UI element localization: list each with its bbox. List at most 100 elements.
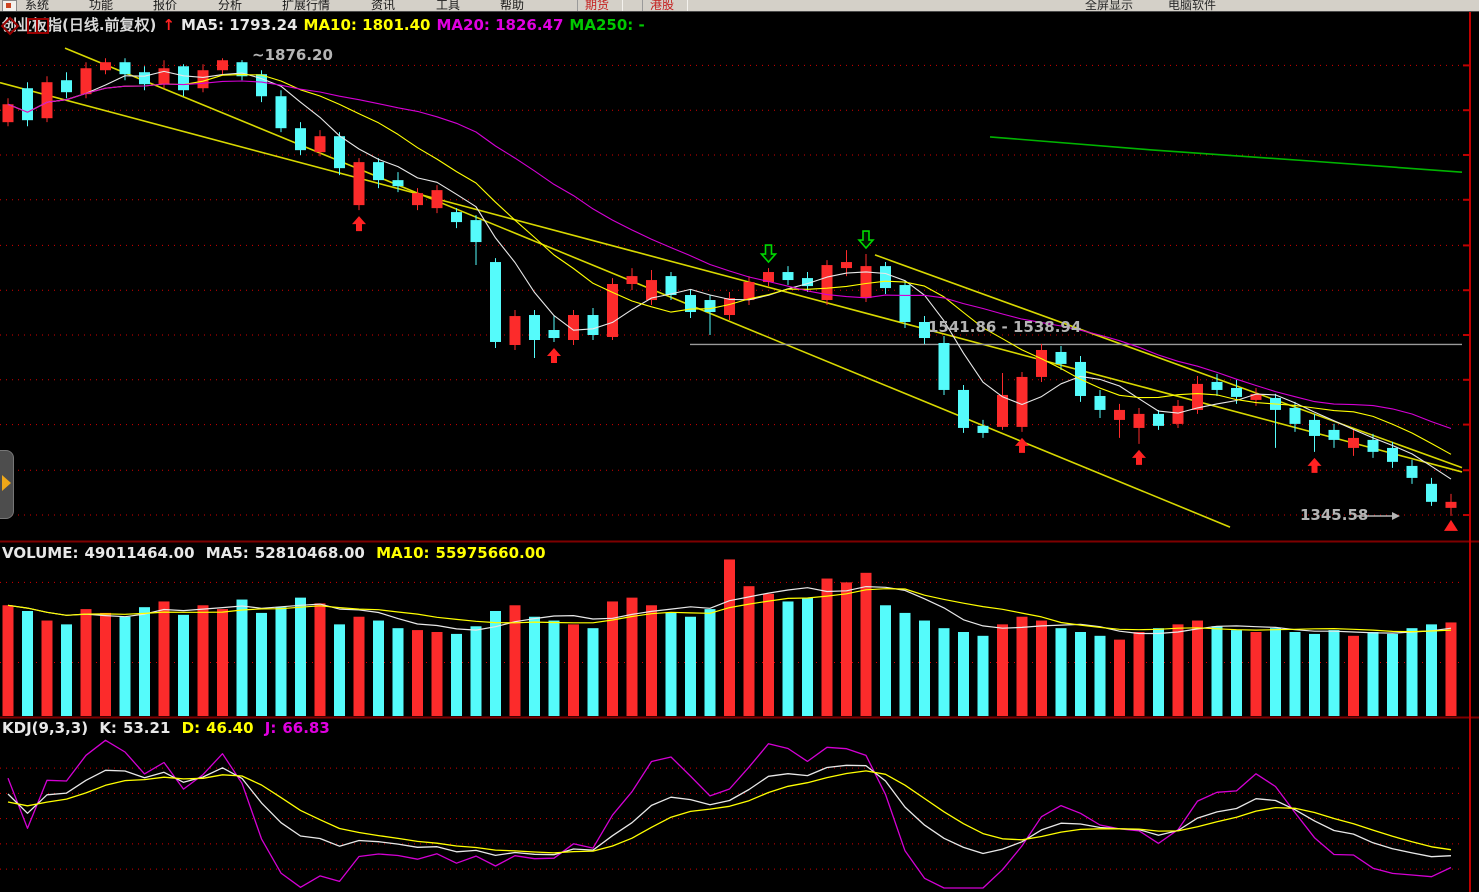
volume-bar[interactable] (1192, 620, 1203, 716)
volume-bar[interactable] (1309, 633, 1320, 716)
volume-bar[interactable] (1367, 632, 1379, 716)
volume-bar[interactable] (334, 624, 345, 716)
volume-bar[interactable] (178, 614, 189, 716)
candle[interactable] (412, 193, 423, 206)
menu-item-扩展行情[interactable]: 扩展行情 (282, 0, 331, 12)
candle[interactable] (41, 82, 53, 119)
volume-bar[interactable] (1250, 632, 1262, 716)
candle[interactable] (626, 276, 638, 285)
volume-bar[interactable] (1270, 628, 1281, 716)
candle[interactable] (1094, 395, 1106, 410)
menu-item-功能[interactable]: 功能 (89, 0, 114, 12)
menu-hot-item-期货[interactable]: 期货 (585, 0, 610, 12)
trendline[interactable] (874, 254, 1463, 469)
volume-bar[interactable] (646, 605, 657, 716)
candle[interactable] (685, 295, 696, 313)
candle[interactable] (451, 212, 462, 223)
candle[interactable] (568, 315, 579, 340)
volume-bar[interactable] (139, 607, 150, 716)
volume-bar[interactable] (607, 601, 618, 716)
volume-bar[interactable] (1426, 624, 1437, 716)
volume-bar[interactable] (821, 578, 833, 716)
candle[interactable] (763, 272, 774, 283)
volume-bar[interactable] (451, 633, 462, 716)
candle[interactable] (373, 162, 384, 181)
volume-bar[interactable] (470, 626, 482, 716)
header-right-label[interactable]: 电脑软件 (1168, 0, 1217, 12)
candle[interactable] (880, 266, 891, 289)
candle[interactable] (139, 72, 150, 85)
volume-bar[interactable] (587, 628, 599, 716)
volume-bar[interactable] (509, 605, 521, 716)
candle[interactable] (782, 272, 794, 281)
volume-bar[interactable] (880, 605, 891, 716)
volume-bar[interactable] (1289, 632, 1301, 716)
candle[interactable] (938, 343, 950, 390)
volume-bar[interactable] (626, 597, 638, 716)
candle[interactable] (548, 330, 560, 339)
trendline[interactable] (0, 81, 1463, 473)
volume-bar[interactable] (22, 611, 33, 716)
volume-bar[interactable] (1114, 639, 1125, 716)
app-icon[interactable] (2, 0, 17, 11)
candle[interactable] (1036, 349, 1047, 377)
candle[interactable] (119, 62, 131, 75)
menu-item-资讯[interactable]: 资讯 (371, 0, 396, 12)
volume-bar[interactable] (80, 609, 92, 716)
candle[interactable] (1309, 419, 1320, 436)
volume-bar[interactable] (100, 612, 111, 716)
candle[interactable] (1114, 409, 1125, 420)
volume-bar[interactable] (236, 599, 248, 716)
candle[interactable] (1250, 393, 1262, 400)
candle[interactable] (743, 282, 755, 301)
volume-bar[interactable] (919, 620, 930, 716)
candle[interactable] (977, 425, 989, 433)
volume-bar[interactable] (685, 616, 696, 716)
candle[interactable] (314, 136, 326, 153)
candle[interactable] (1211, 381, 1223, 390)
candle[interactable] (1426, 483, 1437, 502)
volume-bar[interactable] (412, 630, 423, 716)
candle[interactable] (1016, 376, 1028, 427)
candle[interactable] (724, 298, 735, 316)
volume-bar[interactable] (275, 607, 287, 716)
volume-bar[interactable] (841, 582, 852, 716)
volume-bar[interactable] (743, 586, 755, 716)
candle[interactable] (256, 74, 267, 97)
menu-item-分析[interactable]: 分析 (218, 0, 243, 12)
candle[interactable] (1328, 429, 1340, 440)
candle[interactable] (704, 300, 716, 313)
volume-bar[interactable] (490, 611, 501, 716)
volume-bar[interactable] (997, 624, 1008, 716)
candle[interactable] (334, 136, 345, 169)
volume-bar[interactable] (1348, 635, 1359, 716)
volume-bar[interactable] (1211, 626, 1223, 716)
candle[interactable] (529, 315, 540, 340)
volume-bar[interactable] (1133, 632, 1145, 716)
volume-bar[interactable] (860, 572, 872, 716)
volume-bar[interactable] (529, 616, 540, 716)
volume-bar[interactable] (568, 624, 579, 716)
header-right-label[interactable]: 全屏显示 (1085, 0, 1134, 12)
candle[interactable] (100, 62, 111, 71)
volume-bar[interactable] (1328, 630, 1340, 716)
menu-item-系统[interactable]: 系统 (25, 0, 50, 12)
volume-bar[interactable] (1387, 633, 1398, 716)
candle[interactable] (1387, 447, 1398, 462)
candle[interactable] (1231, 387, 1242, 397)
candle[interactable] (236, 62, 248, 77)
candle[interactable] (646, 280, 657, 301)
candle[interactable] (353, 162, 365, 206)
volume-bar[interactable] (197, 605, 209, 716)
volume-bar[interactable] (158, 601, 170, 716)
volume-bar[interactable] (1094, 635, 1106, 716)
volume-bar[interactable] (938, 628, 950, 716)
volume-bar[interactable] (392, 628, 404, 716)
candle[interactable] (22, 88, 33, 121)
volume-bar[interactable] (256, 612, 267, 716)
candle[interactable] (958, 389, 969, 428)
menu-hot-item-港股[interactable]: 港股 (650, 0, 675, 12)
candle[interactable] (2, 104, 14, 123)
candle[interactable] (919, 321, 930, 339)
candle[interactable] (841, 262, 852, 269)
